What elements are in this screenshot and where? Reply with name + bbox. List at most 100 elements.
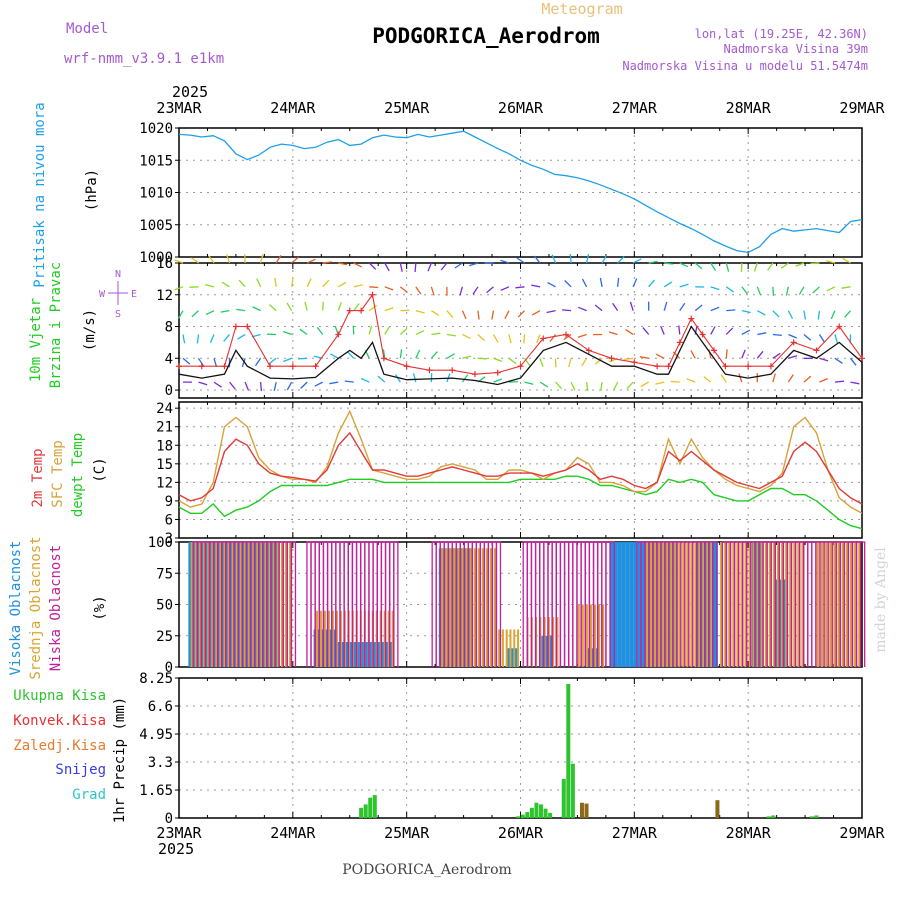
- wind-arrow: [629, 301, 634, 311]
- gust-marker: [494, 369, 501, 376]
- gust-marker: [813, 347, 820, 354]
- model-label: Model: [66, 21, 108, 37]
- wind-arrow: [648, 279, 655, 288]
- gust-marker: [312, 363, 319, 370]
- wind-arrow: [286, 381, 293, 391]
- low-cloud-bar: [559, 541, 566, 667]
- wind-arrow: [196, 334, 200, 344]
- wind-arrow: [533, 255, 541, 264]
- wind-arrow: [531, 284, 541, 288]
- wind-arrow: [360, 377, 370, 383]
- wind-arrow: [472, 286, 479, 295]
- wind-arrow: [286, 302, 293, 311]
- wind-arrow: [819, 378, 828, 383]
- wind-arrow: [632, 258, 642, 264]
- gust-marker: [563, 331, 570, 338]
- low-cloud-bar: [563, 541, 570, 667]
- bottom-tick-label: 23MAR: [156, 824, 202, 842]
- y-tick-label: 4.95: [139, 727, 173, 743]
- wind-arrow: [726, 309, 736, 312]
- wind-arrow: [322, 261, 332, 264]
- wind-arrow: [803, 333, 812, 341]
- precip-legend-item: Snijeg: [55, 762, 106, 778]
- gust-marker: [665, 363, 672, 370]
- wind-arrow: [844, 310, 851, 318]
- y-tick-label: 3.3: [148, 755, 173, 771]
- wind-arrow: [283, 357, 292, 363]
- y-tick-label: 6.6: [148, 699, 173, 715]
- wind-arrow: [655, 353, 665, 359]
- mid-cloud-label: Srednja Oblacnost: [28, 536, 44, 679]
- low-cloud-bar: [568, 541, 574, 667]
- wind-arrow: [399, 349, 403, 359]
- wind-arrow: [256, 278, 262, 288]
- wind-arrow: [431, 332, 441, 336]
- wind-arrow: [268, 304, 277, 312]
- wind-arrow: [446, 310, 454, 318]
- high-cloud-label: Visoka Oblacnost: [8, 541, 24, 676]
- wind-arrow: [531, 310, 541, 316]
- wind-arrow: [601, 254, 608, 264]
- wind-arrow: [710, 286, 720, 291]
- wind-arrow: [826, 286, 836, 292]
- wind-arrow: [486, 286, 494, 294]
- wind-arrow: [353, 284, 363, 288]
- wind-arrow: [679, 262, 689, 268]
- wind-arrow: [803, 375, 812, 383]
- gust-marker: [244, 323, 251, 330]
- wind-arrow: [757, 332, 767, 336]
- wind-arrow: [377, 375, 386, 383]
- y-tick-label: 0: [165, 660, 173, 676]
- bottom-tick-label: 25MAR: [384, 824, 430, 842]
- low-cloud-bar: [290, 541, 297, 667]
- wind-arrow: [617, 256, 625, 264]
- precip-legend-item: Zaledj.Kisa: [13, 738, 106, 754]
- wind-arrow: [399, 286, 408, 293]
- wind-arrow: [772, 286, 775, 296]
- low-cloud-bar: [811, 541, 817, 667]
- wind-arrow: [639, 356, 649, 359]
- precip-legend-item: Konvek.Kisa: [13, 713, 106, 729]
- precip-bar: [566, 683, 571, 818]
- y-tick-label: 12: [156, 288, 173, 304]
- wind-arrow: [785, 286, 790, 296]
- pressure-line: [178, 130, 863, 254]
- panel-frame: [178, 401, 863, 539]
- wind-arrow: [469, 262, 479, 267]
- wind-arrow: [394, 374, 401, 383]
- y-tick-label: 1010: [139, 186, 173, 202]
- wind-arrow: [626, 381, 634, 390]
- wind-arrow: [384, 286, 394, 291]
- y-tick-label: 50: [156, 598, 173, 614]
- wind-arrow: [841, 286, 851, 289]
- wind-arrow: [756, 286, 762, 296]
- y-tick-label: 24: [156, 401, 173, 417]
- wind-arrow: [191, 310, 199, 318]
- wind-arrow: [454, 262, 463, 269]
- wind-arrow: [694, 304, 703, 312]
- wind-arrow: [725, 327, 734, 335]
- wind-arrow: [205, 310, 215, 316]
- wind-arrow: [237, 333, 246, 340]
- precip-bar: [543, 808, 548, 818]
- wind-arrow: [298, 357, 308, 360]
- dewpt-line: [178, 475, 863, 530]
- wind-arrow: [741, 310, 751, 314]
- wind-arrow: [686, 378, 696, 383]
- wind-arrow: [772, 333, 782, 337]
- y-tick-label: 6: [165, 512, 173, 528]
- wind-arrow: [616, 277, 620, 287]
- wind-arrow: [314, 381, 323, 387]
- top-tick-label: 27MAR: [612, 99, 658, 117]
- dewpt-label: dewpt Temp: [70, 433, 86, 517]
- wind-arrow: [427, 262, 432, 272]
- wind-arrow: [190, 257, 199, 264]
- gust-marker: [403, 363, 410, 370]
- y-tick-label: 0: [165, 811, 173, 827]
- cloud-unit: (%): [92, 595, 108, 620]
- wind-arrow: [523, 334, 526, 344]
- wind-arrow: [353, 303, 360, 312]
- precip-bar: [809, 816, 814, 818]
- low-cloud-bar: [393, 541, 399, 667]
- top-tick-label: 28MAR: [726, 99, 772, 117]
